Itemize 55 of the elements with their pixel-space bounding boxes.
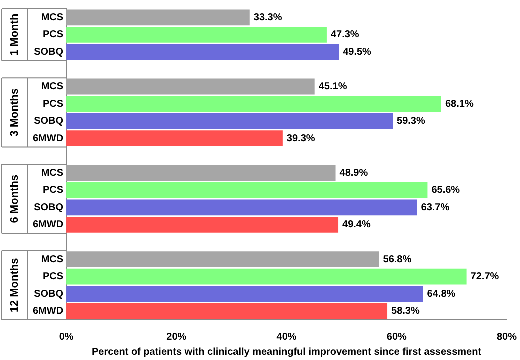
bar — [66, 182, 428, 198]
bar — [66, 96, 442, 112]
data-label: 72.7% — [470, 272, 500, 283]
x-tick-label: 20% — [166, 332, 187, 343]
x-tick-label: 60% — [386, 332, 407, 343]
y-tick-label: MCS — [41, 254, 64, 266]
data-label: 56.8% — [383, 254, 412, 266]
data-label: 63.7% — [421, 202, 450, 214]
data-label: 45.1% — [318, 82, 348, 92]
data-label: 48.9% — [340, 168, 368, 179]
y-tick-label: SOBQ — [34, 202, 64, 214]
y-tick-label: 6MWD — [32, 220, 64, 231]
bar — [66, 268, 467, 285]
text: 1 Month — [9, 14, 22, 56]
y-tick-label: PCS — [42, 98, 64, 110]
x-tick-label: 40% — [276, 332, 297, 343]
y-tick-label: PCS — [42, 30, 64, 41]
data-label: 58.3% — [392, 306, 420, 318]
data-label: 49.5% — [343, 46, 372, 58]
text: 12 Months — [9, 258, 22, 313]
y-tick-label: MCS — [41, 82, 64, 92]
bar — [66, 113, 394, 130]
y-tick-label: 6MWD — [32, 306, 64, 318]
data-label: 59.3% — [397, 116, 426, 128]
bar — [66, 286, 424, 302]
y-tick-label: PCS — [42, 272, 64, 283]
y-tick-label: 6MWD — [32, 133, 64, 144]
data-label: 39.3% — [286, 133, 316, 144]
y-tick-label: SOBQ — [34, 288, 64, 300]
bar — [66, 78, 315, 95]
data-label: 49.4% — [342, 220, 371, 231]
x-tick-label: 80% — [496, 332, 518, 343]
bar — [66, 217, 339, 233]
text: 6 Months — [9, 174, 22, 224]
bar — [66, 44, 340, 60]
x-axis-title: Percent of patients with clinically meaningful improvement since first assessment — [92, 346, 482, 358]
data-label: 64.8% — [427, 288, 456, 300]
data-label: 68.1% — [445, 98, 474, 110]
data-label: 65.6% — [432, 185, 460, 196]
bar — [66, 26, 327, 43]
bar — [66, 10, 250, 26]
bar — [66, 303, 388, 320]
y-tick-label: SOBQ — [34, 46, 64, 58]
y-tick-label: MCS — [41, 12, 64, 24]
text: 3 Months — [9, 88, 22, 137]
data-label: 47.3% — [330, 30, 360, 41]
x-tick-label: 0% — [59, 332, 74, 343]
y-tick-label: MCS — [41, 168, 64, 179]
y-tick-label: PCS — [42, 185, 64, 196]
bar — [66, 165, 336, 182]
data-label: 33.3% — [254, 12, 282, 24]
y-tick-label: SOBQ — [34, 116, 64, 128]
bar — [66, 252, 380, 268]
bar — [66, 200, 418, 216]
bar — [66, 130, 283, 147]
